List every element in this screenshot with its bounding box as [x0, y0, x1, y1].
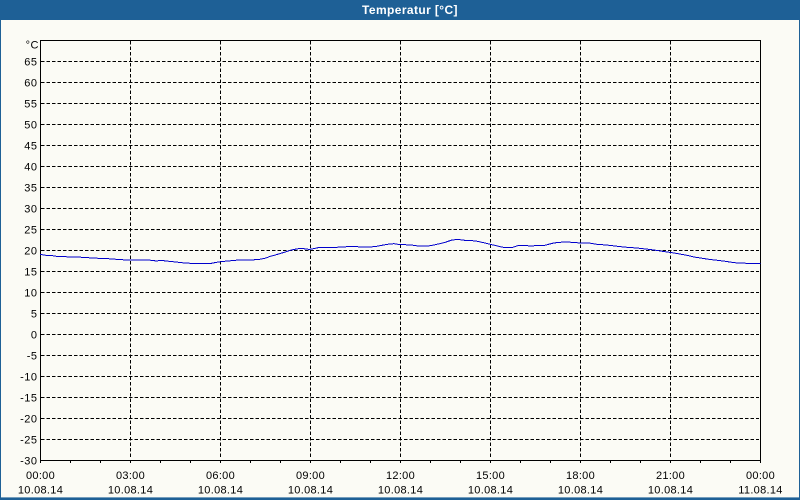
- svg-text:65: 65: [24, 56, 37, 68]
- svg-text:06:00: 06:00: [206, 470, 235, 482]
- svg-text:10.08.14: 10.08.14: [558, 485, 603, 497]
- svg-text:30: 30: [24, 203, 37, 215]
- svg-text:21:00: 21:00: [656, 470, 685, 482]
- svg-text:40: 40: [24, 161, 37, 173]
- svg-text:-30: -30: [20, 455, 37, 467]
- svg-text:25: 25: [24, 224, 37, 236]
- svg-text:10.08.14: 10.08.14: [468, 485, 513, 497]
- svg-text:11.08.14: 11.08.14: [738, 485, 782, 497]
- svg-text:10: 10: [24, 287, 37, 299]
- svg-text:15:00: 15:00: [476, 470, 505, 482]
- svg-text:-5: -5: [27, 350, 38, 362]
- svg-text:00:00: 00:00: [746, 470, 775, 482]
- svg-text:10.08.14: 10.08.14: [378, 485, 423, 497]
- svg-text:-25: -25: [20, 434, 37, 446]
- svg-text:18:00: 18:00: [566, 470, 595, 482]
- svg-text:-20: -20: [20, 413, 37, 425]
- svg-text:Temperatur [°C]: Temperatur [°C]: [362, 3, 458, 17]
- svg-text:20: 20: [24, 245, 37, 257]
- svg-text:°C: °C: [26, 40, 39, 52]
- svg-text:03:00: 03:00: [116, 470, 145, 482]
- svg-text:10.08.14: 10.08.14: [108, 485, 153, 497]
- svg-text:50: 50: [24, 119, 37, 131]
- svg-text:10.08.14: 10.08.14: [198, 485, 243, 497]
- svg-text:10.08.14: 10.08.14: [288, 485, 333, 497]
- svg-text:10.08.14: 10.08.14: [18, 485, 63, 497]
- svg-text:15: 15: [24, 266, 37, 278]
- svg-text:0: 0: [31, 329, 38, 341]
- svg-text:-10: -10: [20, 371, 37, 383]
- svg-text:45: 45: [24, 140, 37, 152]
- svg-text:12:00: 12:00: [386, 470, 415, 482]
- svg-text:10.08.14: 10.08.14: [648, 485, 693, 497]
- svg-text:-15: -15: [20, 392, 37, 404]
- svg-text:60: 60: [24, 77, 37, 89]
- svg-text:55: 55: [24, 98, 37, 110]
- svg-text:35: 35: [24, 182, 37, 194]
- svg-text:00:00: 00:00: [26, 470, 55, 482]
- svg-text:09:00: 09:00: [296, 470, 325, 482]
- svg-text:5: 5: [31, 308, 38, 320]
